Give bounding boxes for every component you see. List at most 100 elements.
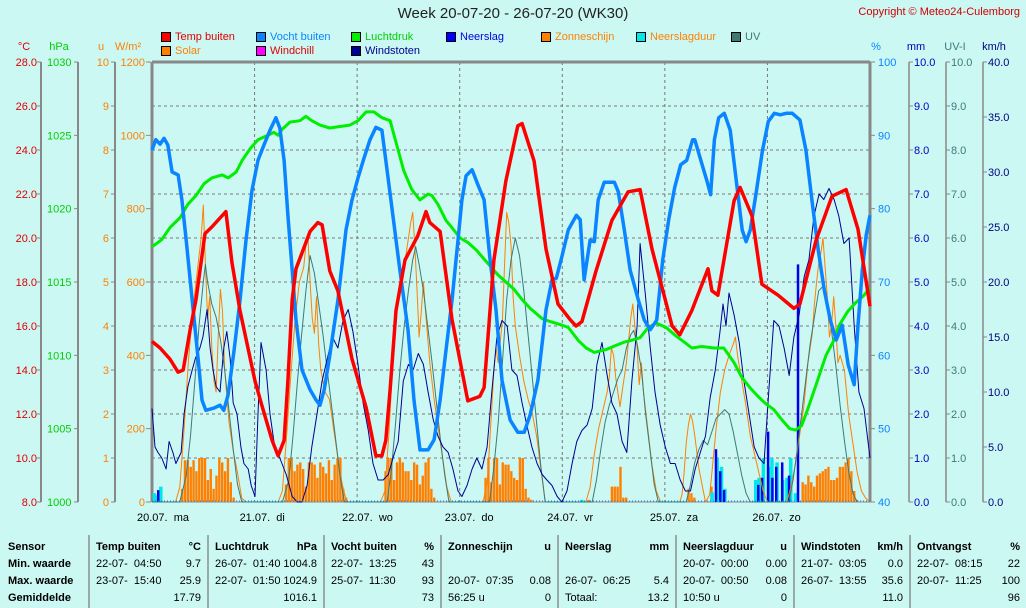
stats-column-name: Ontvangst — [917, 541, 972, 553]
legend-swatch — [351, 32, 361, 42]
humidity-axis-unit: % — [871, 41, 881, 53]
sunshine-bar — [616, 486, 619, 502]
sunshine-bar — [613, 486, 616, 502]
legend-swatch — [161, 46, 171, 56]
sunshine-axis-tick: 3 — [103, 365, 109, 377]
stats-column: Luchtdruk hPa 26-07- 01:40 1004.8 22-07- 01:… — [207, 535, 323, 608]
humidity-axis-tick: 100 — [878, 57, 896, 69]
stats-min-value: 22 — [1007, 558, 1020, 570]
humidity-axis-tick: 50 — [878, 424, 890, 436]
uv-axis-tick: 9.0 — [951, 101, 966, 113]
stats-max-time: 26-07- 06:25 — [565, 575, 631, 587]
sunshine-bar — [215, 475, 218, 502]
stats-avg-value: 13.2 — [647, 592, 669, 604]
stats-max-value: 25.9 — [179, 575, 201, 587]
legend-label: Vocht buiten — [270, 31, 331, 43]
stats-row-label: Max. waarde — [8, 575, 74, 587]
x-axis-day-label: 22.07. wo — [342, 512, 393, 524]
sunshine-bar — [313, 464, 316, 502]
sunshine-bar — [421, 475, 424, 502]
uv-axis-tick: 8.0 — [951, 145, 966, 157]
sunshine-axis-tick: 7 — [103, 189, 109, 201]
sunshine-bar — [333, 464, 336, 502]
humidity-axis-tick: 90 — [878, 130, 890, 142]
rain-axis-tick: 7.0 — [914, 189, 929, 201]
stats-min-time: 20-07- 00:00 — [683, 558, 749, 570]
sunshine-bar — [336, 458, 339, 502]
solar-axis-tick: 1200 — [121, 57, 145, 69]
stats-min-time: 22-07- 08:15 — [917, 558, 983, 570]
legend-item: Windchill — [256, 45, 314, 57]
stats-column: Zonneschijn u 20-07- 07:35 0.08 56:25 u 0 — [440, 535, 557, 608]
rain-bar — [714, 449, 718, 502]
solar-axis-tick: 200 — [127, 424, 145, 436]
rain-bar — [771, 477, 774, 502]
sunshine-bar — [430, 488, 433, 502]
sunshine-bar — [518, 458, 522, 502]
wind-axis-tick: 25.0 — [988, 222, 1009, 234]
stats-min-time: 21-07- 03:05 — [801, 558, 867, 570]
sunshine-bar — [812, 486, 816, 502]
stats-row-label: Gemiddelde — [8, 592, 71, 604]
sunshine-bar — [284, 484, 288, 502]
sunshine-bar — [687, 488, 690, 502]
solar-axis-unit: W/m² — [115, 41, 142, 53]
rain-bar — [787, 475, 791, 502]
sunshine-bar — [316, 477, 319, 502]
pressure-axis-unit: hPa — [49, 41, 69, 53]
rain-duration-bar — [761, 458, 766, 502]
wind-axis-tick: 0.0 — [988, 497, 1003, 509]
sunshine-bar — [801, 482, 804, 502]
sunshine-bar — [321, 466, 325, 502]
x-axis-day-label: 21.07. di — [240, 512, 285, 524]
stats-column-name: Luchtdruk — [215, 541, 269, 553]
stats-column-unit: km/h — [877, 541, 903, 553]
temp-axis-tick: 24.0 — [16, 145, 37, 157]
stats-avg-value: 96 — [1007, 592, 1020, 604]
sunshine-bar — [327, 460, 331, 502]
sunshine-bar — [587, 499, 591, 502]
stats-column: Neerslagduur u 20-07- 00:00 0.00 20-07- 00:5… — [675, 535, 793, 608]
sunshine-bar — [838, 466, 842, 502]
legend-swatch — [161, 32, 171, 42]
legend-label: Solar — [175, 45, 201, 57]
sunshine-bar — [296, 464, 299, 502]
sunshine-axis-tick: 1 — [103, 453, 109, 465]
sunshine-bar — [390, 458, 393, 502]
rain-bar — [722, 490, 726, 502]
legend-swatch — [256, 32, 266, 42]
temp-axis-tick: 18.0 — [16, 277, 37, 289]
stats-max-value: 1024.9 — [283, 575, 317, 587]
pressure-axis-tick: 1010 — [47, 350, 71, 362]
sunshine-bar — [424, 462, 427, 502]
sunshine-bar — [527, 497, 530, 502]
rain-duration-bar — [152, 493, 157, 502]
sunshine-axis-tick: 8 — [103, 145, 109, 157]
legend-swatch — [636, 32, 646, 42]
sunshine-bar — [404, 471, 407, 502]
stats-label-column: Sensor Min. waarde Max. waarde Gemiddelde — [0, 535, 88, 608]
stats-avg-time: Totaal: — [565, 592, 598, 604]
stats-max-value: 0.08 — [529, 575, 551, 587]
rain-duration-bar — [785, 477, 789, 502]
sunshine-bar — [398, 458, 402, 502]
sunshine-bar — [832, 480, 836, 502]
sunshine-axis-tick: 5 — [103, 277, 109, 289]
legend-item: Solar — [161, 45, 201, 57]
solar-axis-tick: 0 — [139, 497, 145, 509]
pressure-axis-tick: 1030 — [47, 57, 71, 69]
stats-column-name: Neerslagduur — [683, 541, 754, 553]
sunshine-bar — [830, 480, 833, 502]
solar-axis-tick: 400 — [127, 350, 145, 362]
temp-axis-tick: 10.0 — [16, 453, 37, 465]
stats-avg-value: 73 — [421, 592, 434, 604]
sunshine-bar — [301, 469, 305, 502]
rain-axis-tick: 8.0 — [914, 145, 929, 157]
stats-min-time: 26-07- 01:40 — [215, 558, 281, 570]
sunshine-bar — [392, 480, 396, 502]
sunshine-bar — [324, 473, 328, 502]
sunshine-bar — [307, 462, 311, 502]
legend-swatch — [541, 32, 551, 42]
sunshine-bar — [844, 462, 847, 502]
legend-item: Temp buiten — [161, 31, 235, 43]
